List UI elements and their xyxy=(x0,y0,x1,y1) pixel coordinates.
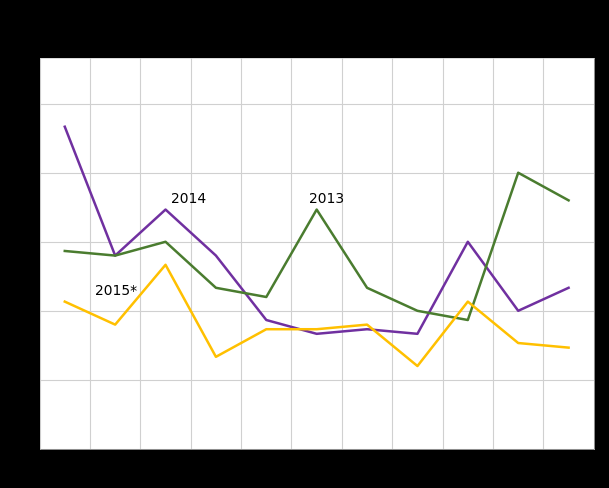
Text: 2015*: 2015* xyxy=(95,284,137,298)
Text: 2013: 2013 xyxy=(309,192,344,205)
Text: 2014: 2014 xyxy=(171,192,206,205)
